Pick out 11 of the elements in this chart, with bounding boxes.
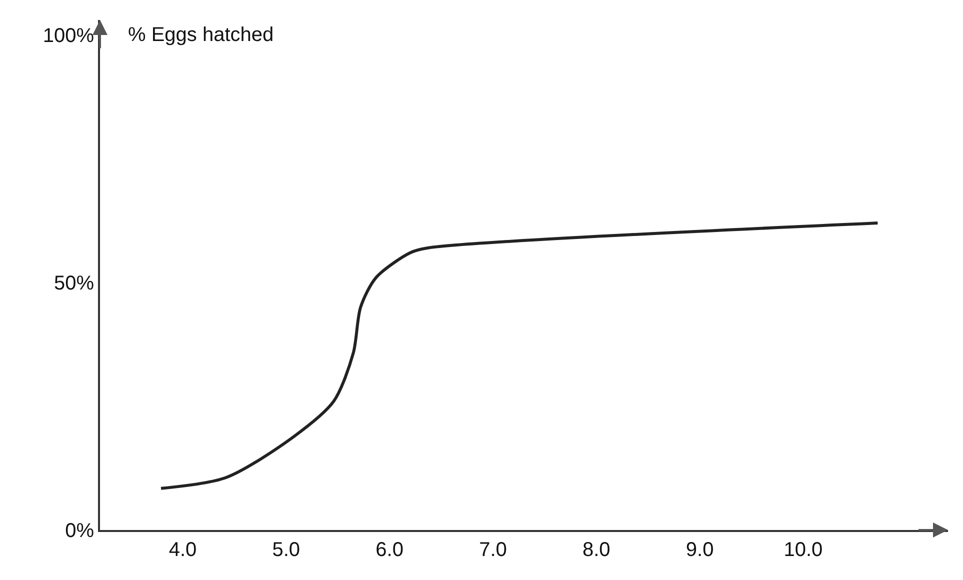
y-tick-label: 0% bbox=[65, 520, 94, 542]
y-tick-label: 50% bbox=[54, 272, 94, 294]
x-tick-label: 9.0 bbox=[686, 539, 714, 561]
x-tick-label: 10.0 bbox=[784, 539, 823, 561]
x-tick-label: 8.0 bbox=[582, 539, 610, 561]
x-tick-label: 6.0 bbox=[376, 539, 404, 561]
y-axis-title: % Eggs hatched bbox=[128, 24, 274, 46]
x-tick-label: 7.0 bbox=[479, 539, 507, 561]
y-tick-label: 100% bbox=[42, 24, 94, 47]
x-tick-label: 4.0 bbox=[168, 539, 197, 561]
x-tick-label: 5.0 bbox=[272, 539, 300, 561]
